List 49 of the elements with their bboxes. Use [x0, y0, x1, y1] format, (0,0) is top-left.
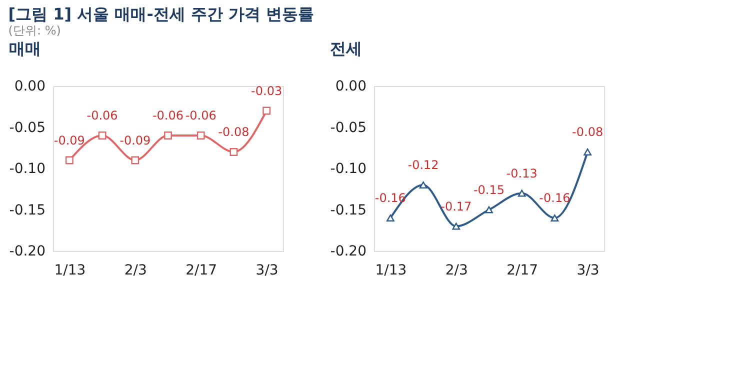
- chart-title: 전세: [330, 39, 362, 58]
- y-tick-label: -0.20: [330, 244, 366, 260]
- x-tick-label: 3/3: [256, 262, 278, 278]
- x-tick-label: 2/17: [506, 262, 538, 278]
- y-tick-label: -0.10: [9, 161, 46, 177]
- point: [452, 222, 460, 230]
- point: [485, 206, 493, 214]
- data-label: -0.06: [152, 108, 184, 122]
- point: [196, 132, 205, 140]
- point: [262, 106, 271, 115]
- data-label: -0.09: [54, 133, 85, 148]
- data-label: -0.08: [572, 125, 604, 139]
- data-label: -0.12: [408, 158, 439, 172]
- point: [65, 156, 74, 164]
- x-tick-label: 1/13: [375, 262, 407, 278]
- y-tick-label: -0.05: [9, 120, 46, 136]
- point: [584, 148, 592, 156]
- point: [164, 132, 172, 140]
- y-tick-label: -0.10: [330, 161, 366, 177]
- data-label: -0.08: [218, 125, 250, 139]
- y-tick-label: -0.15: [330, 202, 366, 218]
- data-label: -0.13: [506, 166, 538, 180]
- point: [98, 132, 106, 140]
- y-tick-label: -0.05: [330, 120, 366, 136]
- y-tick-label: 0.00: [14, 78, 46, 94]
- data-label: -0.09: [120, 133, 151, 148]
- point: [386, 214, 394, 222]
- x-tick-label: 2/3: [445, 262, 468, 278]
- point: [230, 148, 238, 156]
- point: [518, 190, 526, 197]
- text: [그림 1] 서울 매매-전세 주간 가격 변동률: [8, 4, 314, 24]
- y-tick-label: 0.00: [335, 78, 366, 94]
- point: [550, 214, 559, 222]
- x-tick-label: 1/13: [54, 262, 86, 278]
- data-label: -0.06: [185, 108, 216, 122]
- text: (단위: %): [8, 24, 61, 38]
- x-tick-label: 3/3: [576, 262, 600, 278]
- point: [419, 181, 428, 189]
- chart-title: 매매: [8, 39, 41, 58]
- x-tick-label: 2/17: [186, 262, 218, 278]
- data-label: -0.06: [86, 108, 118, 122]
- y-tick-label: -0.15: [9, 202, 46, 218]
- y-tick-label: -0.20: [9, 244, 46, 260]
- data-label: -0.16: [539, 191, 570, 205]
- data-label: -0.15: [473, 182, 505, 197]
- x-tick-label: 2/3: [124, 262, 147, 278]
- point: [131, 156, 140, 164]
- data-label: -0.17: [440, 199, 472, 214]
- data-label: -0.03: [251, 84, 282, 98]
